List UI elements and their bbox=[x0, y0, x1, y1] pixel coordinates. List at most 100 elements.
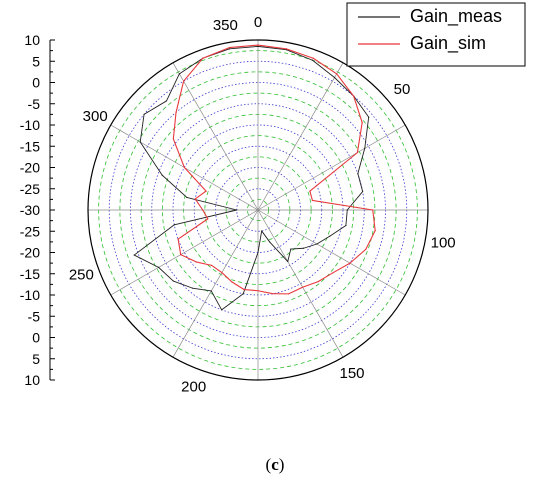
radial-tick-label: -25 bbox=[20, 181, 40, 197]
data-point bbox=[317, 281, 319, 283]
data-point bbox=[242, 293, 244, 295]
data-point bbox=[202, 57, 204, 59]
data-point bbox=[312, 57, 314, 59]
data-point bbox=[257, 251, 259, 254]
data-point bbox=[257, 290, 259, 292]
data-point bbox=[228, 47, 230, 49]
data-point bbox=[287, 260, 289, 263]
data-point bbox=[309, 190, 311, 192]
data-point bbox=[207, 218, 209, 220]
data-point bbox=[191, 287, 194, 289]
data-point bbox=[178, 73, 180, 75]
data-point bbox=[357, 173, 359, 175]
angle-tick-label: 250 bbox=[69, 266, 94, 283]
data-point bbox=[353, 95, 355, 97]
data-point bbox=[302, 286, 304, 288]
data-point bbox=[210, 290, 212, 292]
data-point bbox=[183, 166, 185, 169]
data-point bbox=[186, 196, 188, 199]
legend: Gain_meas Gain_sim bbox=[346, 2, 526, 67]
angle-tick-labels: 0 50 100 150 200 250 300 350 bbox=[69, 14, 456, 396]
radial-tick-label: -15 bbox=[20, 138, 40, 154]
data-point bbox=[333, 76, 336, 79]
angle-tick-label: 50 bbox=[394, 81, 411, 98]
data-point bbox=[194, 198, 196, 200]
data-point bbox=[316, 243, 318, 245]
radial-tick-label: 0 bbox=[32, 330, 40, 346]
data-point bbox=[202, 209, 204, 211]
data-point bbox=[221, 309, 223, 311]
data-point bbox=[172, 138, 174, 140]
data-point bbox=[161, 174, 163, 176]
data-point bbox=[177, 238, 179, 240]
data-point bbox=[272, 293, 274, 295]
angle-grid-line bbox=[257, 124, 406, 211]
caption-close: ) bbox=[278, 455, 285, 474]
data-point bbox=[302, 247, 305, 249]
radial-tick-label: 5 bbox=[32, 53, 40, 69]
data-point bbox=[183, 80, 185, 82]
radial-tick-label: -10 bbox=[20, 117, 40, 133]
data-point bbox=[195, 261, 197, 263]
angle-grid-line bbox=[110, 209, 259, 296]
data-point bbox=[143, 113, 145, 115]
polar-grid bbox=[88, 40, 428, 380]
angle-tick-label: 0 bbox=[254, 14, 262, 31]
angle-grid-line bbox=[172, 62, 259, 211]
angle-tick-label: 200 bbox=[181, 379, 206, 396]
data-point bbox=[356, 152, 358, 154]
data-point bbox=[269, 241, 271, 243]
legend-entry: Gain_sim bbox=[410, 33, 486, 54]
data-point bbox=[180, 254, 182, 256]
radial-tick-label: -25 bbox=[20, 223, 40, 239]
radial-tick-label: -5 bbox=[28, 308, 41, 324]
data-point bbox=[346, 209, 348, 211]
data-point bbox=[221, 271, 223, 274]
data-point bbox=[374, 230, 376, 232]
data-point bbox=[332, 272, 334, 274]
data-point bbox=[329, 235, 331, 237]
data-point bbox=[368, 116, 370, 118]
data-point bbox=[287, 293, 290, 295]
data-point bbox=[165, 100, 168, 102]
data-point bbox=[139, 141, 141, 143]
data-point bbox=[311, 59, 314, 61]
data-point bbox=[243, 288, 245, 291]
data-point bbox=[311, 199, 314, 202]
data-point bbox=[290, 248, 292, 250]
data-point bbox=[345, 224, 347, 227]
data-point bbox=[362, 190, 364, 193]
radial-tick-label: -20 bbox=[20, 245, 40, 261]
series-layer bbox=[133, 44, 376, 311]
radial-tick-label: -15 bbox=[20, 266, 40, 282]
data-point bbox=[231, 281, 233, 283]
data-point bbox=[257, 45, 259, 47]
angle-tick-label: 350 bbox=[213, 17, 238, 34]
figure-caption: (c) bbox=[0, 455, 550, 475]
data-point bbox=[175, 111, 177, 113]
data-point bbox=[236, 209, 238, 211]
data-point bbox=[361, 121, 363, 124]
data-point bbox=[158, 266, 160, 268]
angle-tick-label: 100 bbox=[431, 235, 456, 252]
radial-tick-label: 5 bbox=[32, 351, 40, 367]
outer-circle bbox=[87, 39, 429, 381]
data-point bbox=[365, 248, 367, 250]
angle-tick-label: 300 bbox=[83, 108, 108, 125]
data-point bbox=[257, 44, 259, 46]
radial-tick-label: -20 bbox=[20, 160, 40, 176]
legend-entry: Gain_meas bbox=[410, 6, 502, 27]
data-point bbox=[133, 254, 135, 256]
radial-tick-label: -30 bbox=[20, 202, 40, 218]
angle-grid-line bbox=[257, 62, 344, 211]
caption-label: c bbox=[271, 455, 279, 474]
radial-scale-axis: 10 5 0 -5 -10 -15 -20 -25 -30 -25 -20 -15 -10 -5 0 5 10 bbox=[20, 32, 55, 388]
data-point bbox=[205, 190, 207, 192]
radial-tick-label: 0 bbox=[32, 75, 40, 91]
data-point bbox=[210, 264, 213, 266]
data-point bbox=[261, 230, 263, 232]
data-point bbox=[173, 224, 175, 226]
radial-tick-label: 10 bbox=[24, 32, 40, 48]
data-point bbox=[172, 280, 174, 282]
